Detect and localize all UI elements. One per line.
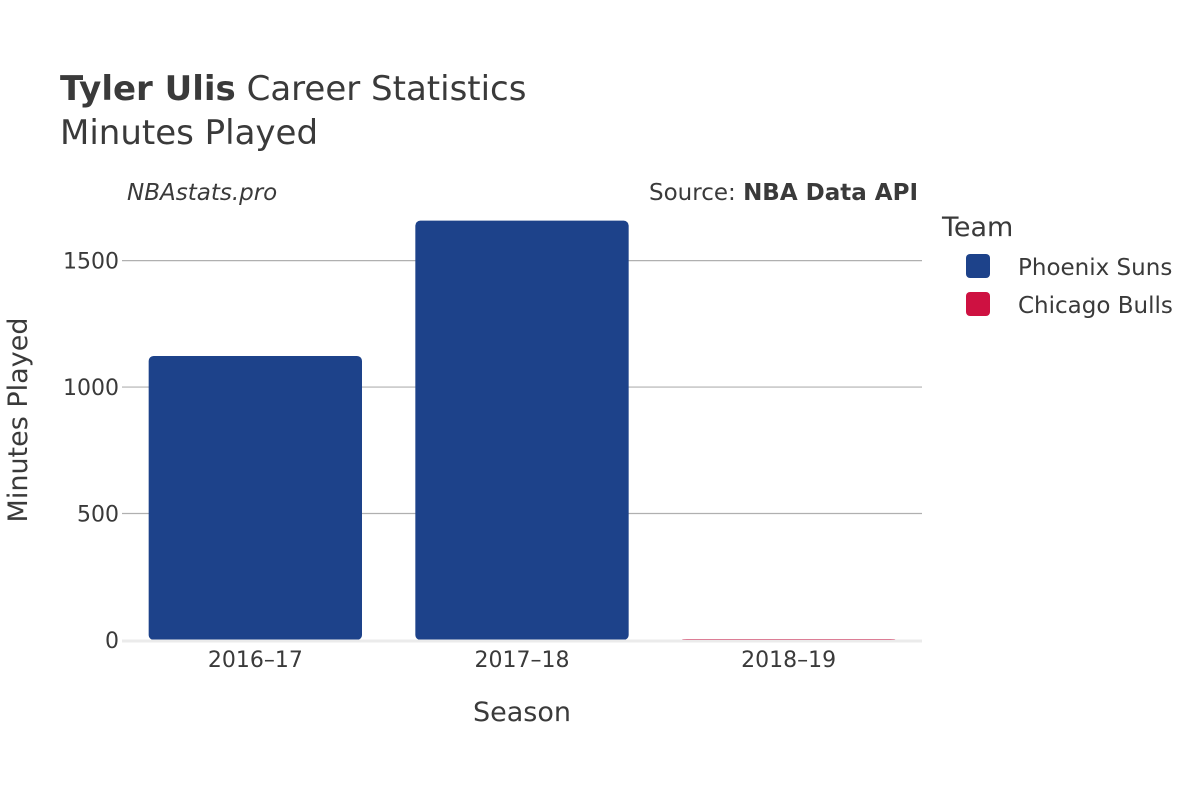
- legend: Team Phoenix Suns Chicago Bulls: [941, 212, 1173, 319]
- y-tick-label-1000: 1000: [63, 376, 119, 401]
- x-axis-title: Season: [473, 697, 571, 728]
- chart-title: Tyler Ulis Career Statistics: [60, 69, 526, 109]
- player-name: Tyler Ulis: [60, 69, 236, 109]
- source-name: NBA Data API: [743, 180, 918, 206]
- source-prefix: Source:: [649, 180, 743, 206]
- y-tick-label-0: 0: [105, 629, 119, 654]
- y-axis-title: Minutes Played: [3, 318, 34, 523]
- bars: [148, 220, 896, 640]
- x-axis-ticks: 2016–17 2017–18 2018–19: [208, 648, 836, 673]
- legend-swatch-phoenix-suns: [966, 254, 990, 278]
- legend-item-chicago-bulls[interactable]: Chicago Bulls: [966, 292, 1173, 319]
- y-axis-ticks: 0 500 1000 1500: [63, 250, 119, 654]
- legend-label-phoenix-suns: Phoenix Suns: [1018, 255, 1172, 281]
- y-tick-label-500: 500: [77, 503, 119, 528]
- legend-item-phoenix-suns[interactable]: Phoenix Suns: [966, 254, 1172, 281]
- x-tick-label-0: 2016–17: [208, 648, 303, 673]
- legend-title: Team: [941, 212, 1013, 243]
- x-tick-label-1: 2017–18: [475, 648, 570, 673]
- bar-phoenix-suns-2017–18[interactable]: [415, 220, 629, 640]
- site-credit: NBAstats.pro: [127, 180, 277, 206]
- legend-swatch-chicago-bulls: [966, 292, 990, 316]
- title-spacer: [236, 69, 247, 109]
- x-tick-label-2: 2018–19: [741, 648, 836, 673]
- source-credit: Source: NBA Data API: [649, 180, 918, 206]
- chart-subtitle: Minutes Played: [60, 113, 318, 153]
- legend-label-chicago-bulls: Chicago Bulls: [1018, 293, 1173, 319]
- y-tick-label-1500: 1500: [63, 250, 119, 275]
- title-rest: Career Statistics: [247, 69, 527, 109]
- bar-phoenix-suns-2016–17[interactable]: [148, 355, 362, 640]
